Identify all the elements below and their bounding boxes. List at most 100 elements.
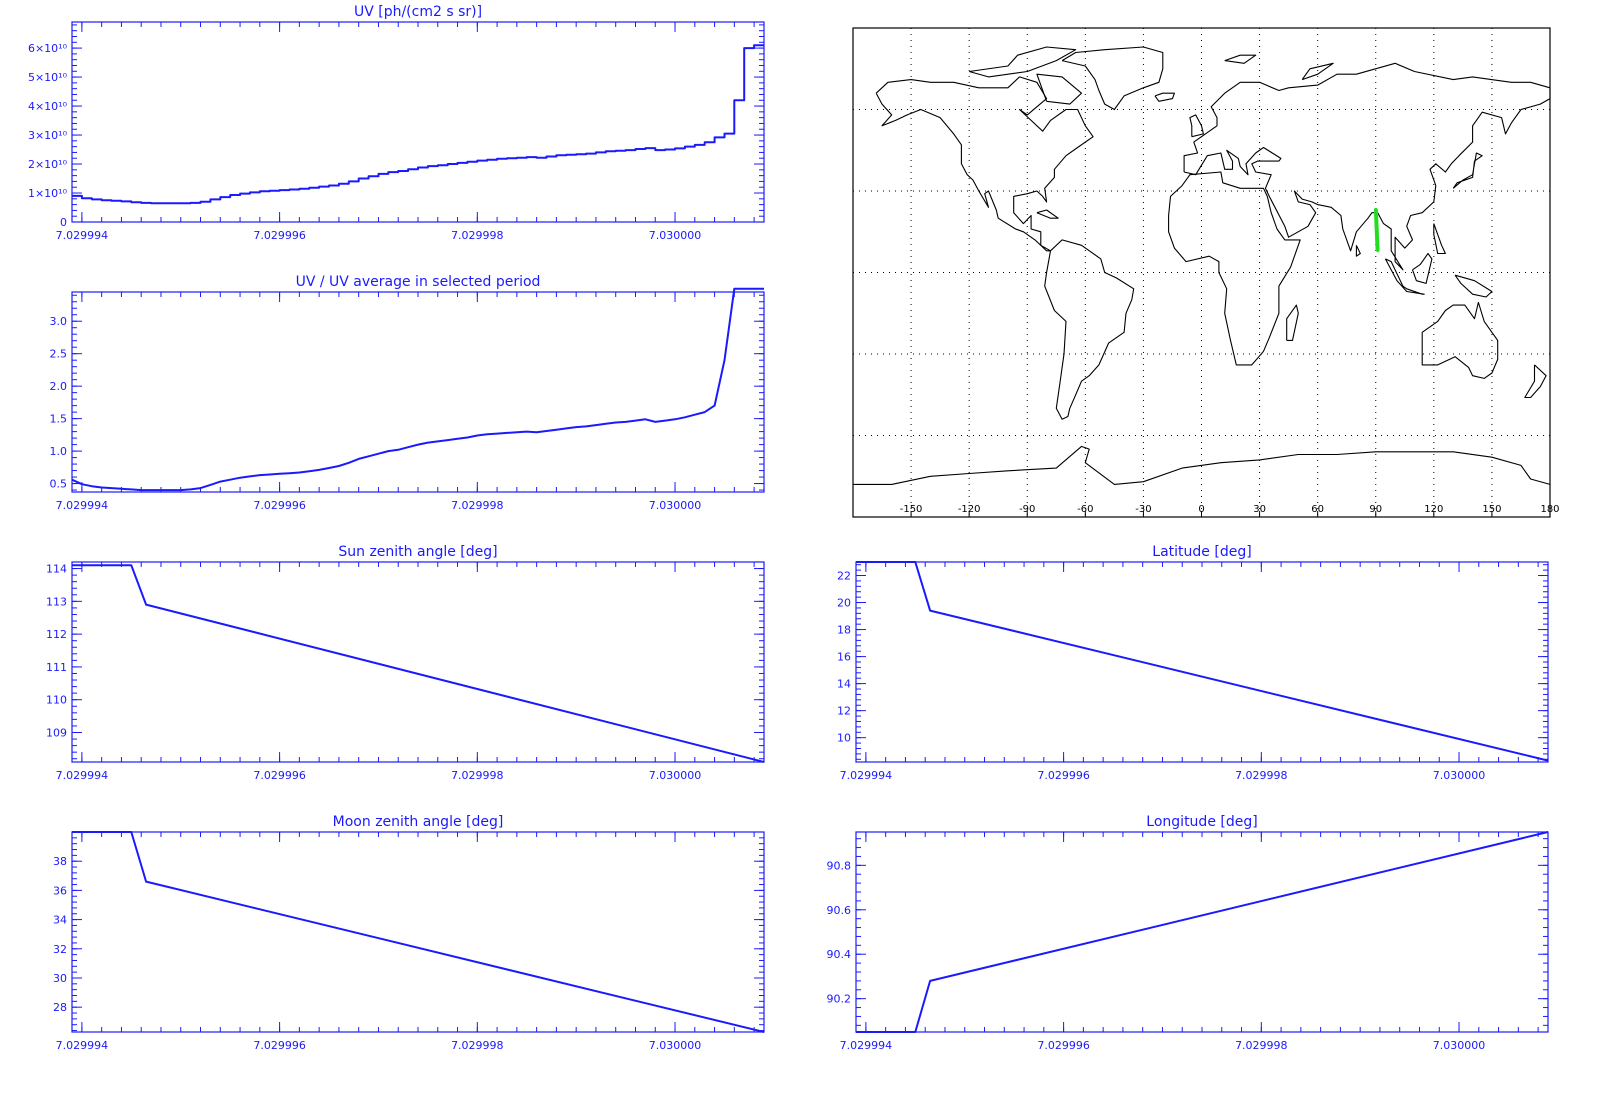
y-tick-label: 32 <box>53 943 67 956</box>
latitude-series-line <box>856 561 1549 762</box>
map-x-tick-label: 30 <box>1253 504 1266 515</box>
japan-outline <box>1452 152 1483 189</box>
ground-track <box>1373 208 1380 252</box>
x-tick-label: 7.029998 <box>1235 769 1288 782</box>
uv-ratio-series-line <box>71 287 764 492</box>
uv-ratio-title: UV / UV average in selected period <box>296 274 541 290</box>
greenland-outline <box>1061 46 1164 111</box>
eurasia-outline <box>1183 62 1551 271</box>
svalbard-outline <box>1224 54 1257 64</box>
y-tick-label: 30 <box>53 972 67 985</box>
indonesia-outline <box>1384 258 1425 295</box>
map-x-tick-label: -90 <box>1019 504 1035 515</box>
plot-frame <box>71 831 765 1033</box>
x-tick-label: 7.030000 <box>649 769 702 782</box>
map-x-tick-label: -60 <box>1077 504 1093 515</box>
north-america-outline <box>875 76 1094 252</box>
map-x-tick-label: 60 <box>1311 504 1324 515</box>
x-tick-label: 7.029996 <box>1037 769 1090 782</box>
x-tick-label: 7.029994 <box>56 229 109 242</box>
australia-outline <box>1421 301 1499 379</box>
uv-ratio-panel: UV / UV average in selected period 7.0299… <box>50 274 765 512</box>
x-tick-label: 7.029998 <box>1235 1039 1288 1052</box>
latitude-panel: Latitude [deg] 7.029994 7.029996 7.029998 7.… <box>837 544 1549 782</box>
moon-zenith-title: Moon zenith angle [deg] <box>333 814 504 830</box>
x-tick-label: 7.029996 <box>1037 1039 1090 1052</box>
map-x-tick-label: -120 <box>958 504 981 515</box>
plot-frame <box>71 561 765 763</box>
sun-zenith-title: Sun zenith angle [deg] <box>338 544 497 560</box>
y-tick-label: 14 <box>837 678 851 691</box>
map-x-tick-label: 150 <box>1482 504 1501 515</box>
y-tick-label: 16 <box>837 651 851 664</box>
x-tick-label: 7.030000 <box>649 229 702 242</box>
y-tick-label: 34 <box>53 914 67 927</box>
y-tick-label: 2×10¹⁰ <box>28 158 68 171</box>
uv-series-line <box>72 44 764 205</box>
y-tick-label: 1.0 <box>50 445 68 458</box>
y-tick-label: 114 <box>46 563 67 576</box>
philippines-outline <box>1433 223 1446 255</box>
x-tick-label: 7.029994 <box>56 769 109 782</box>
map-x-tick-label: 90 <box>1369 504 1382 515</box>
iceland-outline <box>1154 92 1175 102</box>
new-guinea-outline <box>1454 274 1493 298</box>
y-tick-label: 18 <box>837 624 851 637</box>
sun-zenith-series-line <box>72 564 765 763</box>
x-tick-label: 7.029998 <box>451 229 504 242</box>
new-zealand-outline <box>1524 364 1547 399</box>
cuba-outline <box>1036 209 1059 219</box>
y-tick-label: 38 <box>53 855 67 868</box>
x-tick-label: 7.029998 <box>451 499 504 512</box>
moon-zenith-panel: Moon zenith angle [deg] 7.029994 7.029996 7… <box>53 814 765 1052</box>
plot-frame <box>855 831 1549 1033</box>
longitude-title: Longitude [deg] <box>1146 814 1257 830</box>
south-america-outline <box>1044 239 1135 420</box>
longitude-panel: Longitude [deg] 7.029994 7.029996 7.029998 7… <box>827 814 1549 1052</box>
y-tick-label: 4×10¹⁰ <box>28 100 68 113</box>
x-tick-label: 7.029994 <box>840 1039 893 1052</box>
plot-frame <box>71 291 765 493</box>
x-tick-label: 7.029994 <box>56 499 109 512</box>
sri-lanka-outline <box>1355 245 1361 257</box>
borneo-outline <box>1411 252 1433 284</box>
x-tick-label: 7.029996 <box>253 229 306 242</box>
map-x-tick-label: 120 <box>1424 504 1443 515</box>
y-tick-label: 1×10¹⁰ <box>28 187 68 200</box>
map-x-tick-label: 180 <box>1540 504 1559 515</box>
x-tick-label: 7.030000 <box>1433 769 1486 782</box>
uv-title: UV [ph/(cm2 s sr)] <box>354 4 482 20</box>
uk-outline <box>1189 114 1204 138</box>
x-tick-label: 7.029996 <box>253 769 306 782</box>
map-x-tick-label: -30 <box>1135 504 1151 515</box>
y-tick-label: 3×10¹⁰ <box>28 129 68 142</box>
y-tick-label: 1.5 <box>50 413 68 426</box>
arctic-islands-outline <box>969 46 1077 78</box>
y-tick-label: 20 <box>837 597 851 610</box>
y-tick-label: 2.5 <box>50 348 68 361</box>
y-tick-label: 12 <box>837 705 851 718</box>
uv-panel: UV [ph/(cm2 s sr)] 7.029994 7.029996 7.0299… <box>28 4 765 242</box>
y-tick-label: 2.0 <box>50 380 68 393</box>
x-tick-label: 7.029996 <box>253 1039 306 1052</box>
x-tick-label: 7.029998 <box>451 769 504 782</box>
x-tick-label: 7.029994 <box>56 1039 109 1052</box>
map-x-tick-label: -150 <box>900 504 923 515</box>
africa-outline <box>1168 171 1301 366</box>
y-tick-label: 36 <box>53 884 67 897</box>
x-tick-label: 7.029994 <box>840 769 893 782</box>
y-tick-label: 90.2 <box>827 993 852 1006</box>
world-map-panel: -150 -120 -90 -60 -30 0 30 60 90 120 150 180 <box>852 27 1560 518</box>
x-tick-label: 7.029998 <box>451 1039 504 1052</box>
plot-frame <box>855 561 1549 763</box>
y-tick-label: 90.8 <box>827 859 852 872</box>
y-tick-label: 10 <box>837 732 851 745</box>
y-tick-label: 0 <box>60 216 67 229</box>
baffin-outline <box>1036 73 1083 105</box>
y-tick-label: 90.6 <box>827 904 852 917</box>
y-tick-label: 111 <box>46 661 67 674</box>
x-tick-label: 7.030000 <box>1433 1039 1486 1052</box>
plot-frame <box>71 21 765 223</box>
antarctica-outline <box>853 445 1551 485</box>
